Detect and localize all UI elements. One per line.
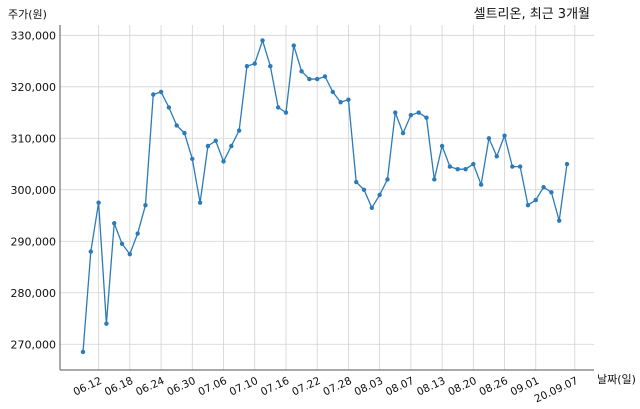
data-point bbox=[260, 38, 265, 43]
x-tick-label: 08.26 bbox=[477, 375, 510, 399]
data-point bbox=[151, 92, 156, 97]
x-tick-label: 06.30 bbox=[165, 375, 197, 399]
data-point bbox=[322, 74, 328, 79]
y-tick-label: 310,000 bbox=[11, 132, 57, 145]
x-tick-label: 07.16 bbox=[259, 375, 292, 399]
data-point bbox=[556, 218, 562, 223]
data-point bbox=[393, 110, 398, 115]
data-point bbox=[275, 105, 281, 110]
data-point bbox=[299, 69, 304, 74]
data-point bbox=[471, 161, 476, 167]
y-tick-label: 280,000 bbox=[11, 287, 57, 300]
data-point bbox=[244, 63, 250, 69]
data-point bbox=[221, 159, 226, 164]
data-point bbox=[533, 197, 538, 203]
data-point bbox=[564, 161, 570, 167]
data-point bbox=[307, 76, 312, 82]
x-tick-label: 06.18 bbox=[103, 375, 135, 399]
data-point bbox=[424, 115, 429, 120]
data-point bbox=[346, 97, 351, 102]
y-tick-label: 320,000 bbox=[11, 81, 57, 94]
data-point bbox=[502, 133, 507, 138]
data-point bbox=[486, 136, 492, 141]
data-point bbox=[166, 105, 172, 110]
data-point bbox=[205, 143, 211, 149]
data-point bbox=[525, 203, 531, 208]
data-point bbox=[135, 231, 140, 236]
data-point bbox=[432, 177, 437, 182]
data-point bbox=[330, 89, 336, 95]
data-point bbox=[377, 192, 382, 198]
data-point bbox=[478, 182, 484, 187]
data-point bbox=[314, 76, 320, 82]
data-point bbox=[517, 164, 523, 169]
data-point bbox=[197, 200, 203, 205]
data-point bbox=[549, 190, 554, 195]
data-points bbox=[80, 38, 570, 355]
data-point bbox=[416, 110, 421, 115]
data-point bbox=[494, 154, 499, 159]
data-point bbox=[369, 205, 375, 210]
data-point bbox=[338, 100, 343, 105]
x-axis-label: 날짜(일) bbox=[597, 372, 636, 386]
y-tick-label: 300,000 bbox=[11, 184, 57, 197]
x-tick-label: 06.24 bbox=[134, 375, 167, 399]
data-point bbox=[408, 112, 414, 118]
x-tick-label: 08.20 bbox=[446, 375, 478, 399]
data-point bbox=[190, 156, 195, 162]
x-tick-label: 08.13 bbox=[415, 375, 447, 399]
y-tick-label: 270,000 bbox=[11, 338, 57, 351]
chart-title: 셀트리온, 최근 3개월 bbox=[474, 7, 590, 22]
x-tick-labels: 06.1206.1806.2406.3007.0607.1007.1607.22… bbox=[72, 375, 581, 406]
data-point bbox=[455, 166, 460, 172]
x-tick-label: 07.10 bbox=[228, 375, 260, 399]
x-tick-label: 07.28 bbox=[321, 375, 353, 399]
data-point bbox=[96, 200, 101, 205]
y-axis-label: 주가(원) bbox=[8, 8, 47, 21]
y-tick-label: 330,000 bbox=[11, 29, 57, 42]
data-point bbox=[291, 43, 296, 48]
x-tick-label: 06.12 bbox=[72, 375, 104, 399]
data-point bbox=[252, 61, 257, 66]
data-point bbox=[88, 249, 94, 254]
data-point bbox=[400, 130, 406, 136]
data-point bbox=[541, 185, 546, 190]
data-point bbox=[361, 187, 367, 192]
data-point bbox=[112, 221, 117, 226]
y-tick-labels: 270,000 280,000 290,000 300,000 310,000 320,0… bbox=[11, 29, 57, 351]
data-point bbox=[174, 123, 179, 128]
x-tick-label: 20.09.07 bbox=[533, 375, 580, 406]
data-point bbox=[143, 203, 148, 208]
data-point bbox=[354, 179, 359, 185]
data-point bbox=[385, 177, 390, 182]
grid-lines bbox=[60, 25, 594, 370]
axes bbox=[59, 25, 594, 371]
x-tick-label: 08.03 bbox=[353, 375, 385, 399]
data-point bbox=[213, 138, 218, 144]
data-point bbox=[158, 89, 164, 95]
x-tick-label: 08.07 bbox=[384, 375, 416, 399]
y-tick-label: 290,000 bbox=[11, 235, 57, 248]
x-tick-label: 07.06 bbox=[196, 375, 229, 399]
data-point bbox=[463, 166, 468, 172]
data-point bbox=[127, 251, 133, 257]
data-point bbox=[283, 110, 289, 115]
data-point bbox=[119, 241, 125, 247]
data-point bbox=[447, 164, 453, 169]
data-point bbox=[236, 128, 242, 133]
data-point bbox=[268, 63, 273, 69]
data-point bbox=[229, 143, 234, 149]
x-tick-label: 07.22 bbox=[290, 375, 322, 399]
data-point bbox=[182, 130, 187, 136]
data-point bbox=[510, 164, 515, 169]
data-point bbox=[104, 321, 109, 326]
data-point bbox=[80, 349, 86, 355]
data-point bbox=[439, 143, 445, 149]
